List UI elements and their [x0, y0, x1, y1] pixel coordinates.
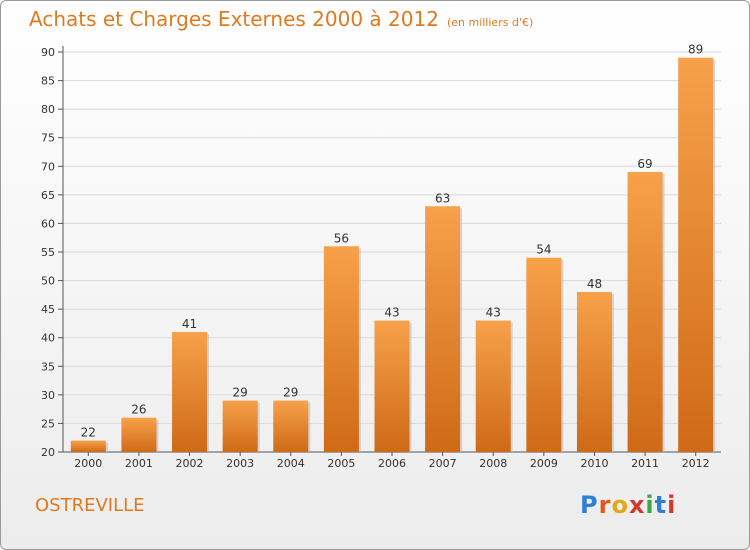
x-tick-label-2007: 2007	[429, 457, 457, 470]
x-tick-label-2005: 2005	[327, 457, 355, 470]
data-label-2004: 29	[283, 386, 298, 400]
data-label-2005: 56	[334, 231, 349, 245]
x-tick-label-2002: 2002	[176, 457, 204, 470]
y-tick-label: 85	[41, 75, 55, 88]
y-tick-label: 25	[41, 417, 55, 430]
y-tick-label: 65	[41, 189, 55, 202]
bar-2004	[273, 400, 309, 452]
bar-2005	[323, 246, 359, 452]
y-tick-label: 60	[41, 217, 55, 230]
bar-2010	[576, 292, 612, 452]
bar-2007	[425, 206, 461, 452]
bar-2009	[526, 257, 562, 452]
x-tick-label-2003: 2003	[226, 457, 254, 470]
data-label-2012: 89	[688, 43, 703, 57]
bar-2011	[627, 172, 663, 452]
x-tick-label-2011: 2011	[631, 457, 659, 470]
y-tick-label: 70	[41, 160, 55, 173]
bar-2012	[678, 57, 714, 452]
y-tick-label: 50	[41, 275, 55, 288]
y-tick-label: 75	[41, 132, 55, 145]
data-label-2011: 69	[637, 157, 652, 171]
bars	[70, 57, 716, 452]
logo-letter: o	[611, 491, 629, 519]
x-tick-label-2012: 2012	[682, 457, 710, 470]
logo-letter: P	[580, 491, 599, 519]
x-tick-label-2004: 2004	[277, 457, 305, 470]
y-tick-label: 90	[41, 46, 55, 59]
x-tick-label-2001: 2001	[125, 457, 153, 470]
data-label-2003: 29	[233, 386, 248, 400]
data-label-2000: 22	[81, 426, 96, 440]
commune-name: OSTREVILLE	[35, 495, 145, 516]
data-labels: 22 26 41 29 29 56 43 63 43 54 48 69 89	[81, 43, 704, 440]
logo-letter: r	[598, 491, 612, 519]
y-tick-label: 40	[41, 332, 55, 345]
proxiti-logo: Proxiti	[580, 491, 676, 519]
bar-2000	[70, 440, 106, 452]
bar-2008	[475, 320, 511, 452]
data-label-2007: 63	[435, 191, 450, 205]
y-tick-label: 55	[41, 246, 55, 259]
bar-2006	[374, 320, 410, 452]
x-tick-label-2006: 2006	[378, 457, 406, 470]
y-tick-label: 30	[41, 389, 55, 402]
data-label-2009: 54	[536, 243, 551, 257]
chart-title: Achats et Charges Externes 2000 à 2012 (e…	[29, 7, 533, 31]
logo-letter: t	[654, 491, 668, 519]
logo-letter: x	[628, 491, 646, 519]
logo-letter: i	[645, 491, 655, 519]
x-tick-label-2009: 2009	[530, 457, 558, 470]
bar-2001	[121, 417, 157, 452]
x-tick-label-2008: 2008	[479, 457, 507, 470]
x-tick-label-2010: 2010	[580, 457, 608, 470]
logo-letter: i	[667, 491, 677, 519]
chart-subtitle: (en milliers d'€)	[446, 16, 534, 29]
bar-2002	[172, 332, 208, 452]
bar-2003	[222, 400, 258, 452]
y-tick-label: 80	[41, 103, 55, 116]
data-label-2001: 26	[131, 403, 146, 417]
data-label-2010: 48	[587, 277, 602, 291]
y-tick-label: 35	[41, 360, 55, 373]
x-tick-label-2000: 2000	[74, 457, 102, 470]
y-tick-label: 45	[41, 303, 55, 316]
data-label-2008: 43	[486, 306, 501, 320]
y-tick-label: 20	[41, 446, 55, 459]
data-label-2002: 41	[182, 317, 197, 331]
chart-title-text: Achats et Charges Externes 2000 à 2012	[29, 7, 439, 31]
data-label-2006: 43	[384, 306, 399, 320]
